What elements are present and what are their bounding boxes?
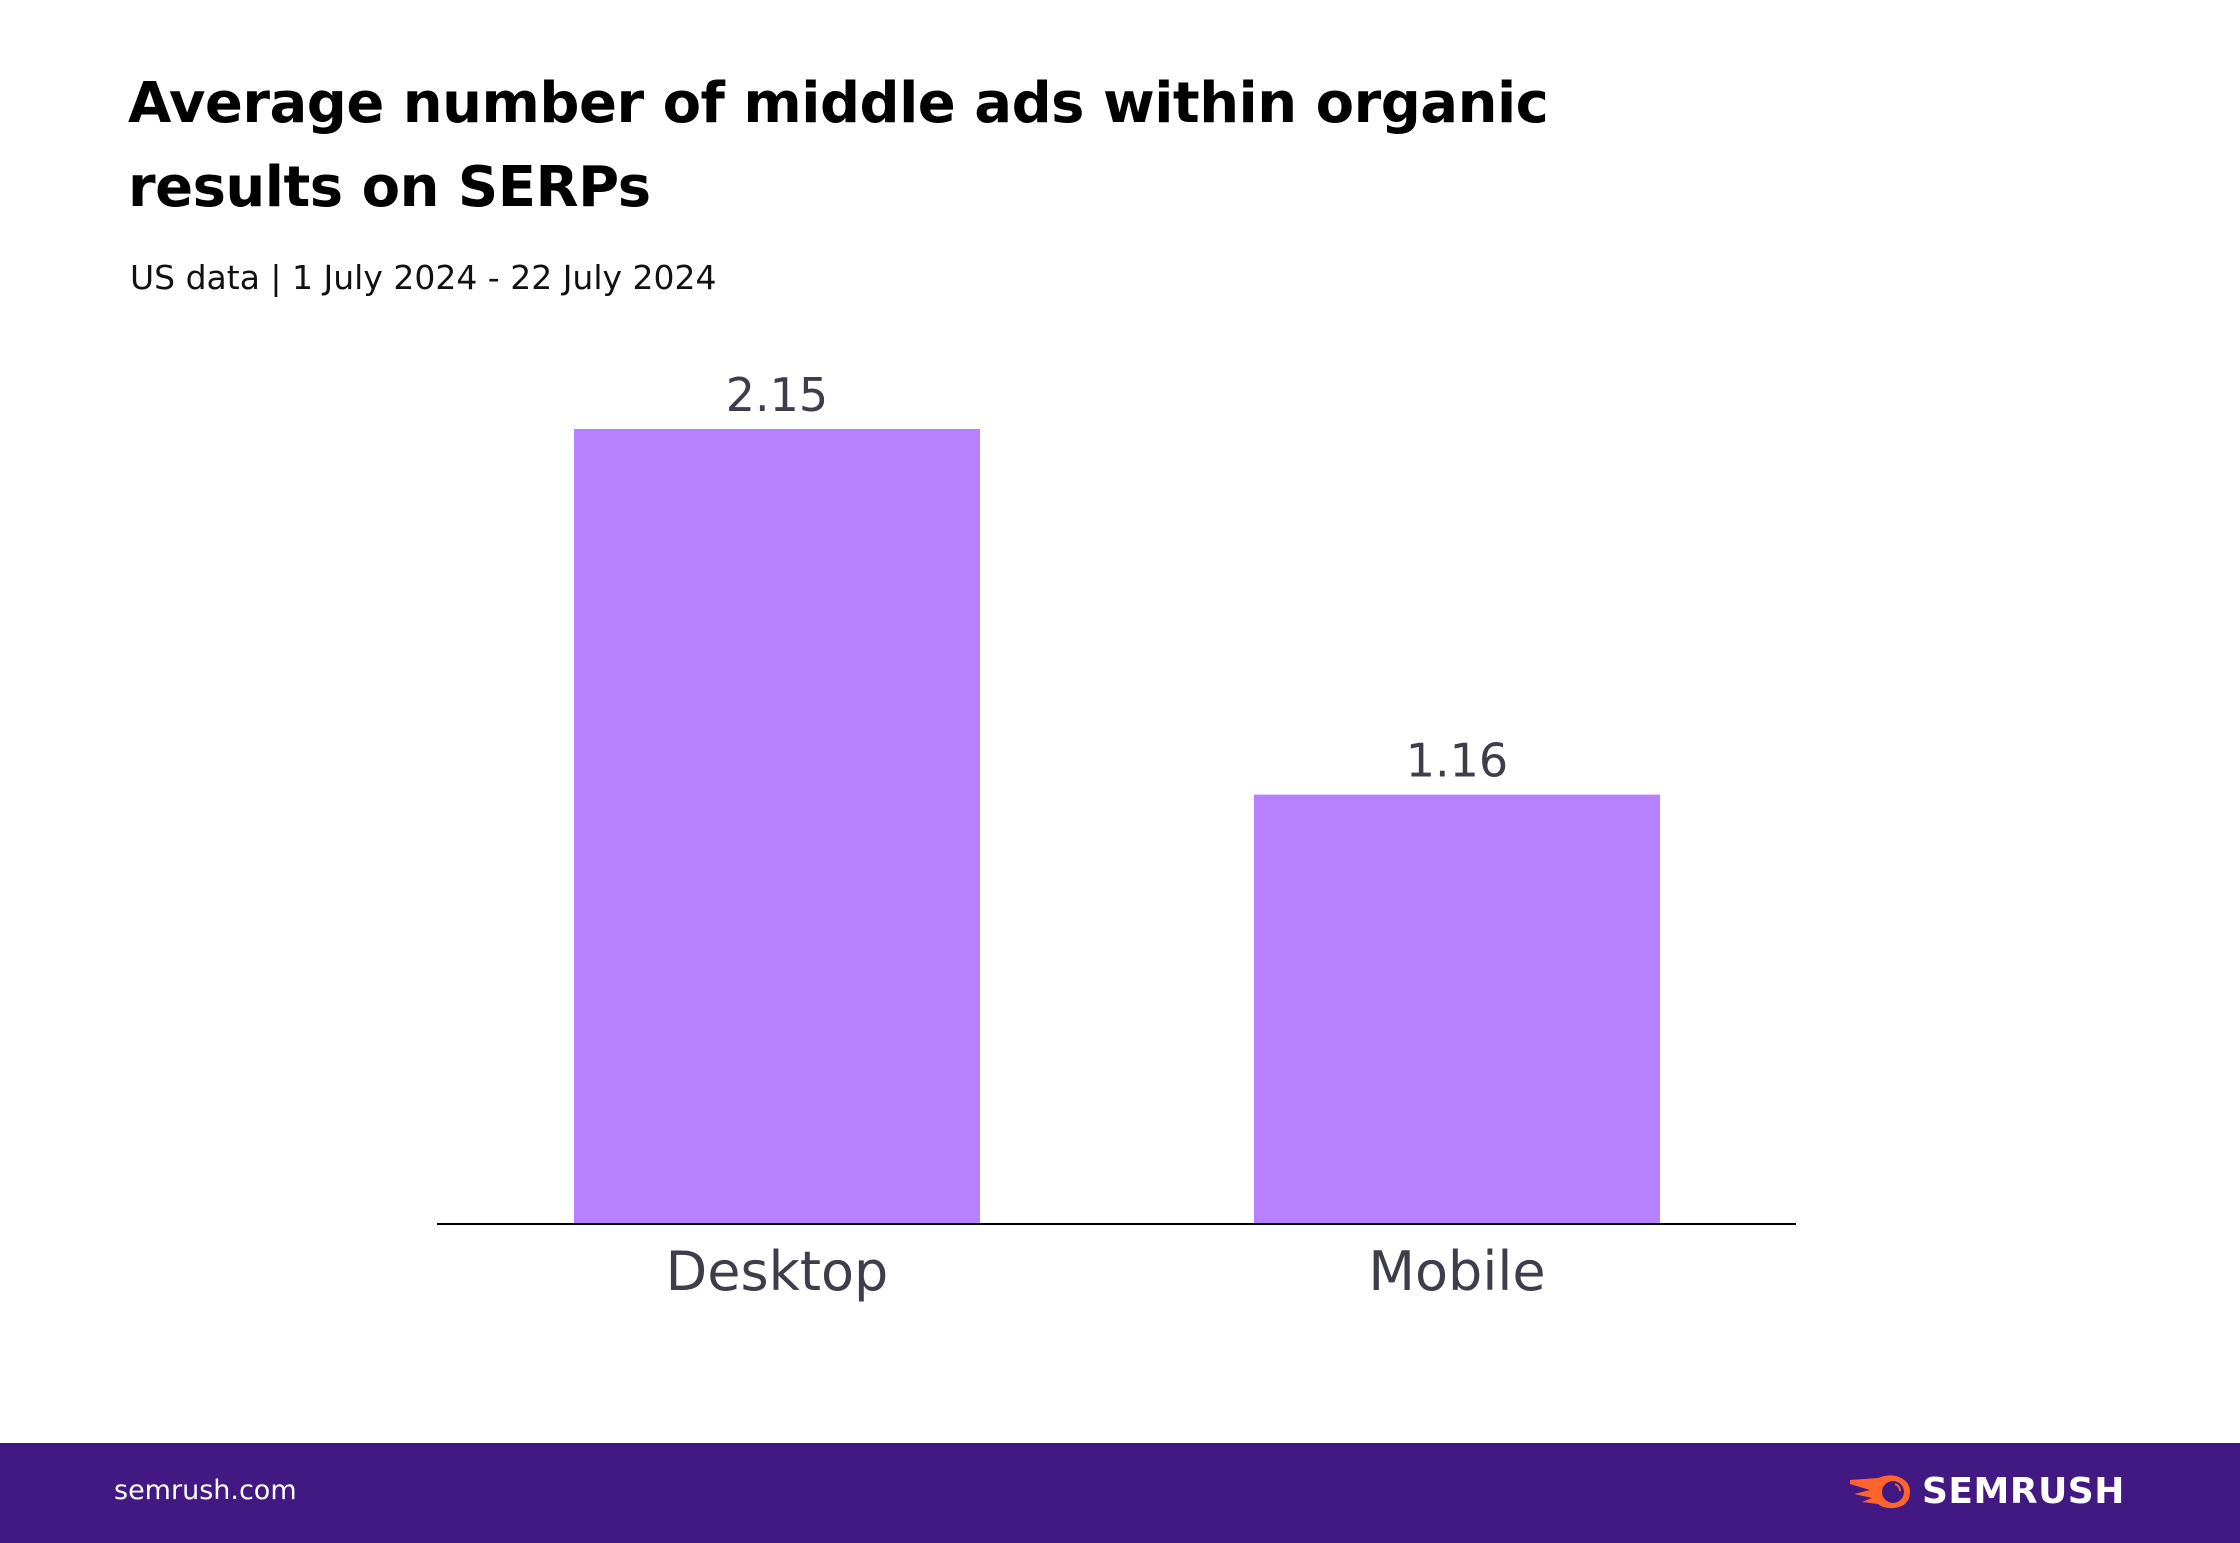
bar-mobile [1254,794,1660,1223]
data-label: 1.16 [1406,734,1508,788]
category-label: Desktop [666,1240,889,1303]
semrush-logo: SEMRUSH [1848,1471,2125,1512]
chart-subtitle: US data | 1 July 2024 - 22 July 2024 [130,258,717,297]
data-label: 2.15 [726,368,828,422]
footer-url[interactable]: semrush.com [114,1475,297,1506]
bar-desktop [574,429,980,1223]
bar-chart: 2.15 Desktop 1.16 Mobile [437,368,1796,1303]
category-label: Mobile [1368,1240,1545,1303]
brand-name: SEMRUSH [1922,1471,2125,1512]
chart-title: Average number of middle ads within orga… [128,71,1549,220]
semrush-fireball-icon [1850,1474,1910,1508]
footer: semrush.com SEMRUSH [0,1443,2240,1543]
